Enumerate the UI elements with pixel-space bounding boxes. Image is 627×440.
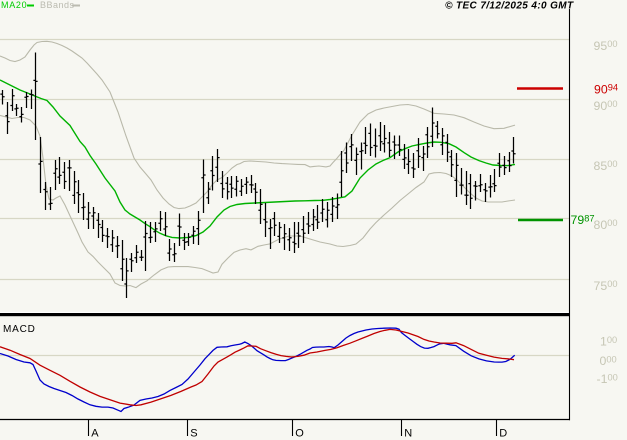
svg-text:MA20: MA20 — [1, 0, 27, 10]
svg-text:MACD: MACD — [3, 324, 36, 335]
svg-text:N: N — [404, 428, 412, 440]
svg-text:D: D — [499, 428, 507, 440]
svg-text:© TEC 7/12/2025 4:0 GMT: © TEC 7/12/2025 4:0 GMT — [445, 1, 574, 12]
svg-text:A: A — [91, 428, 99, 440]
svg-text:O: O — [295, 428, 304, 440]
svg-text:BBands: BBands — [40, 0, 75, 10]
svg-text:S: S — [190, 428, 197, 440]
